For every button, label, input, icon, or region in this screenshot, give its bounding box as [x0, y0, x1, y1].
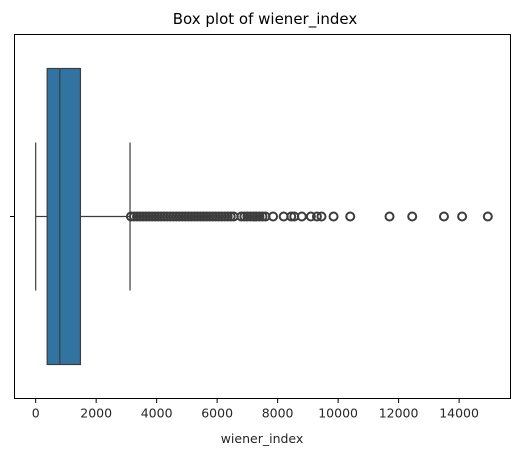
outlier-point: [159, 211, 170, 222]
iqr-box: [46, 67, 82, 366]
outlier-point: [177, 211, 188, 222]
outlier-point: [384, 211, 395, 222]
outlier-point: [204, 211, 215, 222]
outlier-point: [150, 211, 161, 222]
outlier-point: [183, 211, 194, 222]
chart-title: Box plot of wiener_index: [173, 10, 358, 29]
x-axis: 0 2000 4000 6000 8000 10000 12000 14000: [32, 398, 479, 421]
outlier-point: [482, 211, 493, 222]
outlier-group: [125, 211, 493, 222]
outlier-point: [311, 211, 322, 222]
outlier-point: [345, 211, 356, 222]
outlier-point: [316, 211, 327, 222]
outlier-point: [138, 211, 149, 222]
outlier-point: [198, 211, 209, 222]
x-tick-label: 8000: [262, 406, 294, 421]
outlier-point: [239, 211, 250, 222]
outlier-point: [225, 211, 236, 222]
outlier-point: [131, 211, 142, 222]
outlier-point: [174, 211, 185, 222]
x-tick-label: 10000: [318, 406, 358, 421]
outlier-point: [156, 211, 167, 222]
outlier-point: [186, 211, 197, 222]
outlier-point: [286, 211, 297, 222]
outlier-point: [135, 211, 146, 222]
outlier-point: [268, 211, 279, 222]
outlier-point: [438, 211, 449, 222]
outlier-point: [171, 211, 182, 222]
outlier-point: [162, 211, 173, 222]
outlier-point: [257, 211, 268, 222]
outlier-point: [236, 211, 247, 222]
x-axis-title: wiener_index: [221, 431, 304, 446]
outlier-point: [248, 211, 259, 222]
outlier-point: [328, 211, 339, 222]
outlier-point: [180, 211, 191, 222]
outlier-point: [407, 211, 418, 222]
outlier-point: [207, 211, 218, 222]
outlier-point: [153, 211, 164, 222]
outlier-point: [147, 211, 158, 222]
x-tick-label: 2000: [80, 406, 112, 421]
outlier-point: [141, 211, 152, 222]
outlier-point: [168, 211, 179, 222]
outlier-point: [201, 211, 212, 222]
outlier-point: [222, 211, 233, 222]
outlier-point: [254, 211, 265, 222]
x-tick-label: 12000: [379, 406, 419, 421]
x-tick-label: 0: [32, 406, 40, 421]
outlier-point: [165, 211, 176, 222]
x-tick-label: 14000: [439, 406, 479, 421]
outlier-point: [192, 211, 203, 222]
outlier-point: [457, 211, 468, 222]
plot-area: [35, 67, 131, 366]
outlier-point: [251, 211, 262, 222]
outlier-point: [195, 211, 206, 222]
x-tick-label: 4000: [141, 406, 173, 421]
outlier-point: [125, 211, 136, 222]
outlier-point: [216, 211, 227, 222]
outlier-point: [245, 211, 256, 222]
outlier-point: [144, 211, 155, 222]
outlier-point: [210, 211, 221, 222]
x-tick-label: 6000: [201, 406, 233, 421]
outlier-point: [213, 211, 224, 222]
outlier-point: [242, 211, 253, 222]
outlier-point: [305, 211, 316, 222]
outlier-point: [219, 211, 230, 222]
outlier-point: [128, 211, 139, 222]
outlier-point: [189, 211, 200, 222]
outlier-point: [296, 211, 307, 222]
